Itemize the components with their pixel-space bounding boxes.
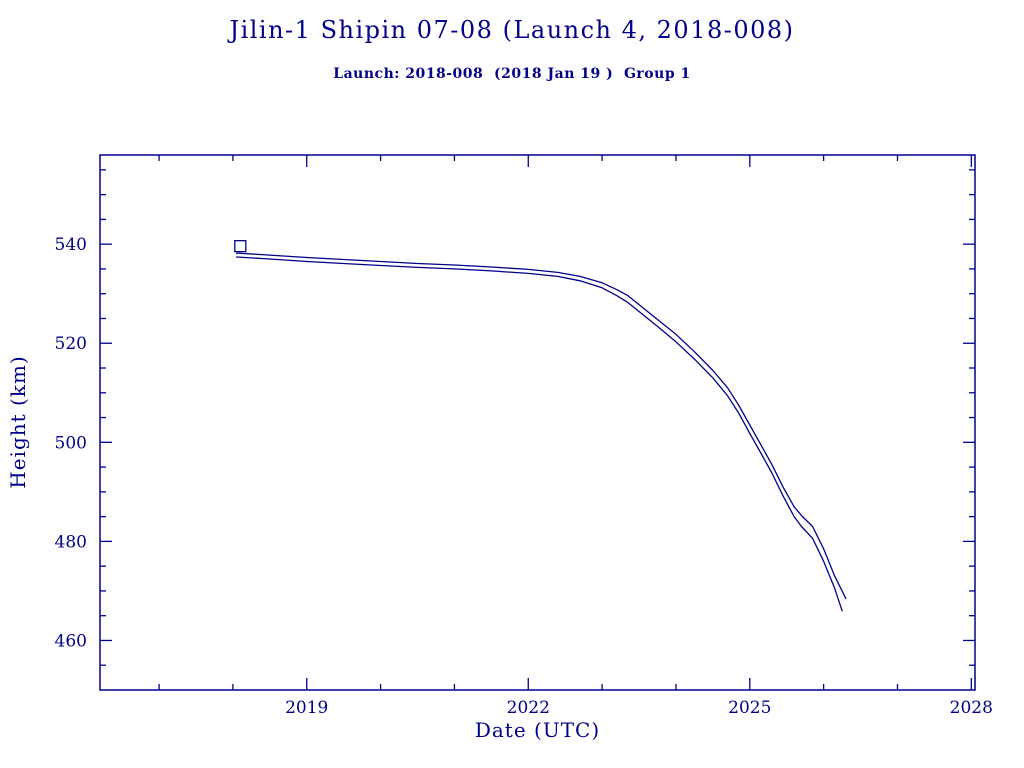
chart-title: Jilin-1 Shipin 07-08 (Launch 4, 2018-008… (229, 16, 795, 44)
y-tick-label: 460 (55, 631, 87, 651)
y-tick-label: 500 (55, 433, 87, 453)
apogee-height-line (235, 252, 847, 600)
y-axis-title: Height (km) (6, 355, 30, 489)
x-tick-label: 2025 (728, 698, 771, 718)
x-tick-label: 2028 (950, 698, 993, 718)
x-tick-label: 2019 (285, 698, 328, 718)
plot-frame (99, 154, 976, 691)
epoch-square-marker (234, 239, 247, 253)
chart-subtitle: Launch: 2018-008 (2018 Jan 19 ) Group 1 (333, 66, 691, 82)
y-tick-label: 480 (55, 532, 87, 552)
perigee-height-line (235, 256, 843, 612)
y-tick-label: 520 (55, 334, 87, 354)
x-tick-label: 2022 (507, 698, 550, 718)
y-tick-label: 540 (55, 235, 87, 255)
x-axis-title: Date (UTC) (474, 718, 601, 742)
